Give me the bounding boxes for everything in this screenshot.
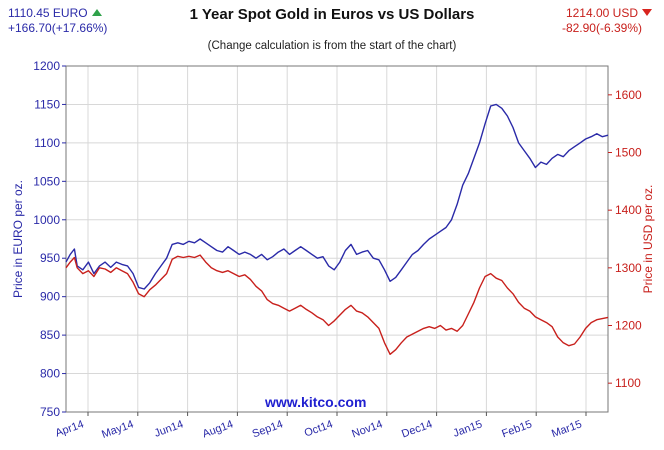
y-tick-label-left: 1050 xyxy=(33,174,60,188)
x-tick-label: Jan15 xyxy=(452,418,484,440)
usd-price: 1214.00 USD xyxy=(565,6,638,20)
watermark: www.kitco.com xyxy=(265,394,367,410)
y-tick-label-left: 900 xyxy=(40,290,60,304)
y-tick-label-left: 1000 xyxy=(33,213,60,227)
chart-subtitle: (Change calculation is from the start of… xyxy=(207,40,457,52)
x-tick-label: Apr14 xyxy=(54,418,86,439)
y-tick-label-left: 850 xyxy=(40,328,60,342)
x-tick-label: Nov14 xyxy=(350,418,384,440)
y-tick-label-right: 1300 xyxy=(615,261,642,275)
y-tick-label-left: 800 xyxy=(40,367,60,381)
y-axis-label-right: Price in USD per oz. xyxy=(641,185,655,294)
y-tick-label-left: 750 xyxy=(40,405,60,419)
eur-price: 1110.45 EURO xyxy=(8,6,88,20)
usd-price-readout: 1214.00 USD xyxy=(566,6,652,21)
x-tick-label: Dec14 xyxy=(400,418,434,440)
eur-change: +166.70(+17.66%) xyxy=(8,21,108,35)
series-line-usd xyxy=(65,254,609,355)
y-tick-label-right: 1100 xyxy=(615,376,641,390)
y-tick-label-right: 1200 xyxy=(615,319,642,333)
usd-change: -82.90(-6.39%) xyxy=(561,21,642,35)
series-line-euro xyxy=(65,103,609,290)
down-arrow-icon xyxy=(642,9,652,16)
y-tick-label-right: 1400 xyxy=(615,203,642,217)
x-tick-label: Jun14 xyxy=(153,418,185,440)
eur-price-readout: 1110.45 EURO xyxy=(8,6,102,21)
x-tick-label: Mar15 xyxy=(550,418,583,440)
y-tick-label-left: 1150 xyxy=(34,97,60,111)
y-tick-label-left: 950 xyxy=(40,251,60,265)
y-tick-label-left: 1100 xyxy=(34,136,60,150)
y-tick-label-right: 1600 xyxy=(615,88,642,102)
x-tick-label: Feb15 xyxy=(500,418,533,440)
x-tick-label: Aug14 xyxy=(201,418,235,440)
y-tick-label-left: 1200 xyxy=(33,59,60,73)
x-tick-label: Oct14 xyxy=(303,418,335,439)
y-axis-label-left: Price in EURO per oz. xyxy=(11,180,25,298)
y-tick-label-right: 1500 xyxy=(615,146,642,160)
up-arrow-icon xyxy=(91,9,102,16)
chart-title: 1 Year Spot Gold in Euros vs US Dollars xyxy=(189,6,475,23)
x-tick-label: May14 xyxy=(100,418,135,441)
x-tick-label: Sep14 xyxy=(251,418,285,440)
